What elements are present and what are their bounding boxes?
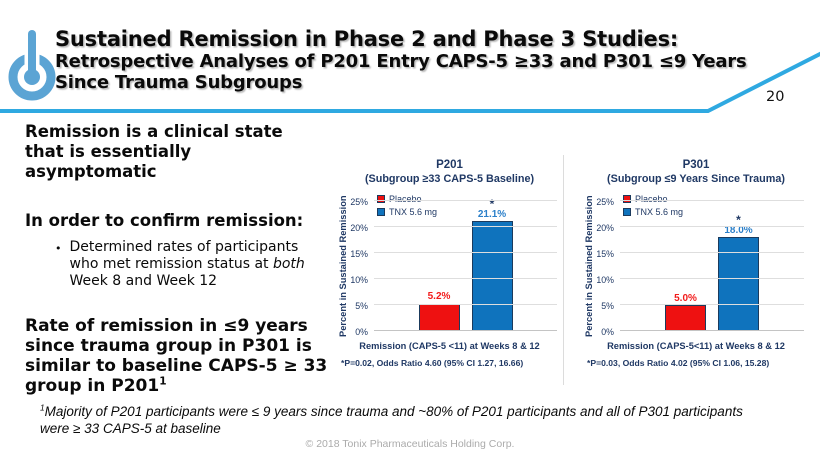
x-axis-label: Remission (CAPS-5 <11) at Weeks 8 & 12 bbox=[359, 341, 540, 351]
bar-value-label: 5.0% bbox=[674, 292, 697, 304]
y-tick-label: 10% bbox=[596, 274, 614, 285]
legend-item-tnx-5-6-mg: TNX 5.6 mg bbox=[623, 207, 683, 217]
bars-group: 5.0% * 18.0% bbox=[620, 214, 804, 331]
y-axis-ticks: 0% 5% 10% 15% 20% 25% bbox=[596, 197, 617, 337]
slide-title-block: Sustained Remission in Phase 2 and Phase… bbox=[55, 27, 775, 93]
gridline bbox=[620, 278, 804, 279]
bar-value-label: 5.2% bbox=[427, 291, 451, 303]
chart-p201: P201 (Subgroup ≥33 CAPS-5 Baseline) Perc… bbox=[336, 155, 564, 385]
y-tick-label: 20% bbox=[350, 222, 368, 233]
y-tick-label: 15% bbox=[350, 248, 368, 259]
significance-asterisk: * bbox=[736, 212, 741, 227]
y-tick-label: 25% bbox=[350, 196, 368, 207]
statement-remission-definition: Remission is a clinical state that is es… bbox=[25, 122, 283, 181]
y-tick-label: 5% bbox=[355, 300, 368, 311]
footnote-reference: 1 bbox=[159, 375, 167, 388]
chart-subtitle: (Subgroup ≤9 Years Since Trauma) bbox=[607, 173, 785, 185]
chart-body: Percent in Sustained Remission 0% 5% 10% 15… bbox=[582, 194, 810, 337]
statement-confirm-remission: In order to confirm remission: bbox=[25, 211, 304, 230]
bar-placebo: 5.2% bbox=[418, 291, 460, 331]
plot-area: Placebo TNX 5.6 mg 5.0% * 18.0% bbox=[620, 194, 804, 331]
legend-label: TNX 5.6 mg bbox=[635, 207, 684, 217]
footnote-number: 1 bbox=[40, 402, 45, 413]
gridline bbox=[374, 200, 557, 201]
bar-tnx-5-6-mg: * 21.1% bbox=[471, 198, 513, 331]
copyright-line: © 2018 Tonix Pharmaceuticals Holding Cor… bbox=[305, 438, 515, 450]
bullet-icon: • bbox=[55, 242, 62, 255]
y-tick-label: 15% bbox=[596, 248, 614, 259]
slide-footnote: 1Majority of P201 participants were ≤ 9 … bbox=[40, 402, 743, 436]
y-tick-label: 10% bbox=[350, 274, 368, 285]
x-axis-baseline bbox=[620, 330, 804, 331]
legend-swatch-icon bbox=[377, 208, 385, 216]
bar-placebo: 5.0% bbox=[665, 293, 706, 331]
page-number: 20 bbox=[766, 89, 785, 105]
legend-swatch-icon bbox=[623, 208, 631, 216]
bar-value-label: * 21.1% bbox=[477, 196, 507, 220]
gridline bbox=[374, 226, 557, 227]
significance-asterisk: * bbox=[489, 196, 495, 211]
y-axis-title: Percent in Sustained Remission bbox=[584, 195, 594, 337]
legend-label: TNX 5.6 mg bbox=[389, 207, 438, 217]
bar-tnx-5-6-mg: * 18.0% bbox=[718, 214, 759, 331]
gridline bbox=[374, 252, 557, 253]
bar-value-label: * 18.0% bbox=[724, 212, 753, 236]
gridline bbox=[620, 304, 804, 305]
legend: Placebo TNX 5.6 mg bbox=[623, 194, 683, 217]
legend-swatch-icon bbox=[377, 195, 385, 203]
statement-rate-comparison: Rate of remission in ≤9 years since trau… bbox=[25, 316, 328, 397]
gridline bbox=[620, 226, 804, 227]
x-axis-baseline bbox=[374, 330, 557, 331]
legend-label: Placebo bbox=[389, 194, 422, 204]
gridline bbox=[374, 278, 557, 279]
y-tick-label: 0% bbox=[355, 326, 368, 337]
gridline bbox=[374, 304, 557, 305]
gridline bbox=[620, 252, 804, 253]
y-tick-label: 20% bbox=[596, 222, 614, 233]
y-tick-label: 0% bbox=[601, 326, 614, 337]
legend-item-placebo: Placebo bbox=[623, 194, 683, 204]
legend-swatch-icon bbox=[623, 195, 631, 203]
y-tick-label: 5% bbox=[601, 300, 614, 311]
chart-body: Percent in Sustained Remission 0% 5% 10% 15… bbox=[336, 194, 563, 337]
power-button-logo-icon bbox=[8, 30, 56, 101]
chart-subtitle: (Subgroup ≥33 CAPS-5 Baseline) bbox=[364, 173, 535, 185]
chart-p301: P301 (Subgroup ≤9 Years Since Trauma) Pe… bbox=[582, 155, 810, 385]
chart-title: P301 bbox=[682, 159, 710, 171]
legend: Placebo TNX 5.6 mg bbox=[377, 194, 437, 217]
slide-subtitle: Retrospective Analyses of P201 Entry CAP… bbox=[55, 51, 747, 93]
plot-area: Placebo TNX 5.6 mg 5.2% * 21.1% bbox=[374, 194, 557, 331]
chart-title: P201 bbox=[436, 159, 463, 171]
slide-title: Sustained Remission in Phase 2 and Phase… bbox=[55, 27, 679, 51]
y-tick-label: 25% bbox=[596, 196, 614, 207]
y-axis-title: Percent in Sustained Remission bbox=[338, 195, 348, 337]
legend-item-tnx-5-6-mg: TNX 5.6 mg bbox=[377, 207, 437, 217]
x-axis-label: Remission (CAPS-5<11) at Weeks 8 & 12 bbox=[607, 341, 785, 351]
y-axis-ticks: 0% 5% 10% 15% 20% 25% bbox=[350, 197, 371, 337]
bullet-item: • Determined rates of participants who m… bbox=[55, 239, 323, 290]
bars-group: 5.2% * 21.1% bbox=[374, 198, 557, 331]
legend-item-placebo: Placebo bbox=[377, 194, 437, 204]
legend-label: Placebo bbox=[635, 194, 668, 204]
chart-footnote: *P=0.03, Odds Ratio 4.02 (95% CI 1.06, 1… bbox=[587, 358, 770, 368]
chart-footnote: *P=0.02, Odds Ratio 4.60 (95% CI 1.27, 1… bbox=[341, 358, 524, 368]
gridline bbox=[620, 200, 804, 201]
bullet-text: Determined rates of participants who met… bbox=[69, 239, 305, 290]
